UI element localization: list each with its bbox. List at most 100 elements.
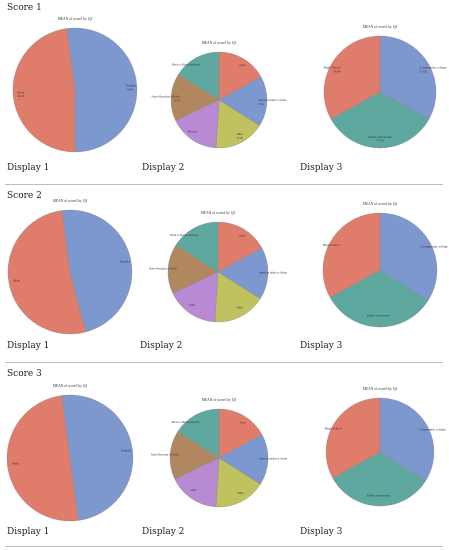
pie-slice-black-or-african-american — [175, 221, 219, 273]
slice-value-label: 49.06 — [17, 94, 25, 98]
pie-slice-black-or-african-american — [177, 408, 220, 459]
pie-title: MEAN of score3 by Q4 — [363, 387, 398, 391]
pie-slice-native-hawaiian-or-pacific — [167, 244, 219, 294]
pie-slice-female — [61, 209, 133, 333]
slice-value-label: 58.49 — [333, 69, 341, 73]
pie-slice-american-indian-or-alaska — [218, 76, 268, 126]
slice-label: American Indian or Alaska — [259, 457, 288, 460]
section-divider — [5, 184, 443, 185]
pie-slice-community-college — [379, 397, 435, 482]
pie-title: MEAN of score3 by Q3 — [202, 398, 237, 402]
pie-title: MEAN of score1 by Q2 — [58, 17, 93, 21]
display-1-caption: Display 1 — [7, 341, 50, 351]
slice-value-label: 57.64 — [376, 139, 384, 143]
slice-label: Native Hawaiian or Pacific — [152, 96, 181, 99]
slice-value-label: 55.01 — [258, 103, 265, 106]
slice-label: Black or African American — [172, 64, 201, 67]
pie-slice-public-university — [332, 451, 426, 507]
slice-label: Public university — [367, 493, 390, 497]
slice-label: Public university — [367, 314, 390, 318]
pie-slice-other — [215, 99, 260, 149]
pie-slice-hispanic — [175, 99, 220, 149]
pie-slice-native-hawaiian-or-pacific — [169, 431, 220, 480]
display-3-caption: Display 3 — [300, 341, 343, 351]
slice-value-label: 47.38 — [174, 99, 181, 102]
slice-label: Other — [237, 133, 243, 136]
display-2-caption: Display 2 — [142, 163, 185, 173]
pie-slice-high-school — [325, 397, 381, 479]
pie-slice-american-indian-or-alaska — [217, 247, 269, 300]
slice-value-label: 57.28 — [237, 137, 244, 140]
slice-label: Asian — [239, 64, 246, 67]
display-1-caption: Display 1 — [7, 163, 50, 173]
pie-title: MEAN of score2 by Q3 — [201, 211, 236, 215]
pie-slice-public-university — [330, 91, 430, 149]
pie-chart-3: MEAN of score2 by Q4 Community college Pub… — [322, 202, 448, 328]
section-title: Score 3 — [7, 369, 42, 379]
slice-label: Community college — [419, 428, 446, 432]
slice-value-label: 57.66 — [420, 69, 428, 73]
pie-title: MEAN of score3 by Q2 — [53, 384, 88, 388]
pie-slice-community-college — [379, 35, 437, 120]
slice-label: Black or African American — [172, 421, 201, 424]
slice-label: Native Hawaiian or Pacific — [149, 267, 178, 270]
pie-slice-high-school — [322, 212, 381, 298]
pie-title: MEAN of score1 by Q4 — [363, 25, 398, 29]
pie-chart-1: MEAN of score3 by Q2 Female Male — [6, 384, 134, 522]
score-1-section: Score 1 MEAN of score1 by Q2 Female 51.94 M… — [0, 0, 449, 186]
slice-label: Male — [17, 90, 24, 94]
pie-chart-2: MEAN of score1 by Q3 Asian American Indian… — [152, 41, 287, 149]
display-1-caption: Display 1 — [7, 527, 50, 537]
slice-label: Female — [126, 84, 136, 88]
section-divider — [5, 362, 443, 363]
slice-value-label: 51.94 — [126, 87, 134, 91]
pie-chart-3: MEAN of score3 by Q4 Community college Pub… — [325, 387, 446, 507]
slice-label: White — [237, 492, 244, 495]
pie-slice-white — [215, 457, 261, 508]
pie-slice-male — [6, 395, 79, 522]
pie-slice-other — [172, 271, 219, 323]
pie-slice-other — [174, 457, 220, 508]
pie-slice-asian — [218, 408, 263, 459]
pie-chart-2: MEAN of score3 by Q3 Asian American Indian… — [151, 398, 288, 508]
slice-label: Asian — [239, 235, 246, 238]
pie-slice-asian — [218, 51, 262, 101]
slice-label: Public university — [368, 135, 391, 139]
slice-label: Other — [190, 489, 196, 492]
slice-label: High School — [325, 427, 342, 431]
pie-slice-high-school — [323, 35, 381, 120]
slice-label: Community college — [420, 66, 447, 70]
slice-label: Male — [13, 279, 20, 283]
pie-slice-american-indian-or-alaska — [218, 434, 269, 485]
slice-label: Hispanic — [188, 131, 198, 134]
pie-chart-2: MEAN of score2 by Q3 Asian American Indian… — [149, 211, 288, 323]
pie-slice-asian — [217, 221, 263, 273]
section-title: Score 1 — [7, 3, 42, 13]
pie-title: MEAN of score1 by Q3 — [202, 41, 237, 45]
slice-label: High School — [323, 66, 340, 70]
slice-label: Black or African American — [170, 234, 199, 237]
pie-title: MEAN of score2 by Q2 — [53, 199, 88, 203]
slice-label: Other — [189, 304, 195, 307]
slice-label: Female — [120, 259, 130, 263]
display-3-caption: Display 3 — [300, 527, 343, 537]
slice-label: Native Hawaiian or Pacific — [151, 454, 180, 457]
pie-slice-male — [7, 210, 86, 335]
pie-slice-black-or-african-american — [178, 51, 220, 101]
slice-label: American Indian or Alaska — [259, 271, 288, 274]
display-2-caption: Display 2 — [142, 527, 185, 537]
slice-label: American Indian or Alaska — [258, 99, 287, 102]
pie-slice-male — [12, 28, 76, 153]
display-3-caption: Display 3 — [300, 163, 343, 173]
score-2-section: Score 2 MEAN of score2 by Q2 Female Male ME… — [0, 186, 449, 364]
slice-label: Asian — [240, 421, 247, 424]
display-2-caption: Display 2 — [140, 341, 183, 351]
section-title: Score 2 — [7, 191, 42, 201]
pie-slice-native-hawaiian-or-pacific — [170, 74, 220, 121]
slice-label: High School — [323, 243, 340, 247]
pie-slice-white — [214, 271, 261, 323]
pie-slice-female — [61, 394, 134, 521]
